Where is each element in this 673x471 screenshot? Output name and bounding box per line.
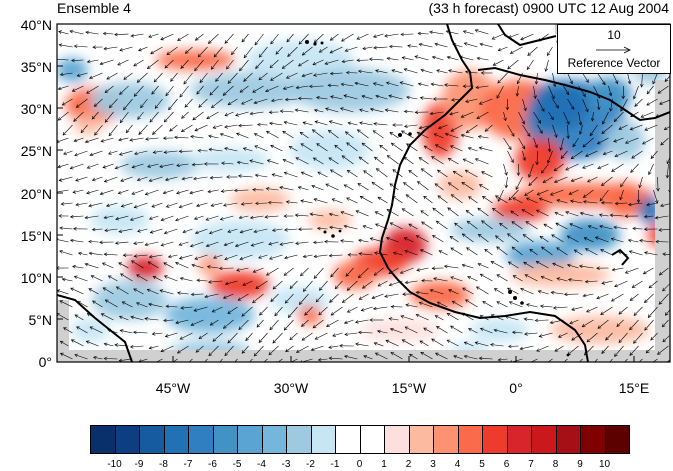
x-tick-label: 0° — [509, 380, 523, 396]
colorbar-label: 9 — [577, 459, 583, 470]
colorbar-cell — [90, 425, 116, 454]
colorbar-cell — [482, 425, 508, 454]
colorbar-cell — [139, 425, 165, 454]
y-tick-label: 20°N — [20, 186, 52, 202]
colorbar-cell — [212, 425, 238, 454]
colorbar-cell — [384, 425, 410, 454]
colorbar-cell — [114, 425, 140, 454]
colorbar-label: -8 — [159, 459, 168, 470]
colorbar-cell — [580, 425, 606, 454]
title-right: (33 h forecast) 0900 UTC 12 Aug 2004 — [428, 0, 669, 16]
x-tick-label: 30°W — [273, 380, 309, 396]
y-tick-label: 5°N — [28, 312, 53, 328]
colorbar-label: -9 — [134, 459, 144, 470]
coastline — [57, 24, 670, 362]
y-tick-label: 10°N — [20, 270, 52, 286]
colorbar-label: -10 — [107, 459, 122, 470]
colorbar-cell — [359, 425, 385, 454]
y-tick-label: 30°N — [20, 101, 52, 117]
colorbar-cell — [163, 425, 189, 454]
colorbar-label: -5 — [232, 459, 242, 470]
wind-vectors — [57, 29, 670, 362]
colorbar-label: 7 — [528, 459, 534, 470]
colorbar-label: -7 — [183, 459, 193, 470]
colorbar-label: 10 — [598, 459, 611, 470]
colorbar-label: -6 — [208, 459, 217, 470]
x-tick-label: 15°E — [618, 380, 650, 396]
colorbar-label: 5 — [479, 459, 485, 470]
colorbar-label: -1 — [330, 459, 340, 470]
colorbar-label: 3 — [430, 459, 436, 470]
colorbar-label: -3 — [281, 459, 291, 470]
colorbar-cell — [408, 425, 434, 454]
colorbar-cell — [433, 425, 459, 454]
y-tick-label: 40°N — [20, 17, 52, 33]
colorbar-cell — [604, 425, 630, 454]
colorbar-label: 0 — [356, 459, 363, 470]
title-left: Ensemble 4 — [57, 0, 131, 16]
colorbar-cell — [335, 425, 361, 454]
y-tick-label: 35°N — [20, 59, 52, 75]
colorbar-label: 6 — [503, 459, 510, 470]
x-tick-label: 15°W — [391, 380, 427, 396]
colorbar-cell — [261, 425, 287, 454]
reference-vector-label: Reference Vector — [567, 56, 661, 70]
colorbar-cell — [531, 425, 557, 454]
colorbar-label: 4 — [454, 459, 461, 470]
islands — [305, 40, 570, 357]
y-tick-label: 25°N — [20, 143, 52, 159]
x-tick-label: 45°W — [155, 380, 191, 396]
colorbar-label: 1 — [381, 459, 387, 470]
colorbar-label: -2 — [306, 459, 315, 470]
colorbar-cell — [237, 425, 263, 454]
axis-ticks — [57, 23, 635, 363]
colorbar-cell — [506, 425, 532, 454]
colorbar-label: 8 — [552, 459, 559, 470]
colorbar-label: 2 — [405, 459, 412, 470]
colorbar-cell — [286, 425, 312, 454]
colorbar-cell — [188, 425, 214, 454]
colorbar-cell — [555, 425, 581, 454]
anomaly-field — [57, 35, 670, 360]
colorbar-label: -4 — [257, 459, 266, 470]
reference-vector-value: 10 — [607, 28, 621, 42]
colorbar-cell — [457, 425, 483, 454]
reference-arrow-icon — [596, 46, 631, 54]
y-tick-label: 0° — [38, 354, 52, 370]
colorbar-cell — [310, 425, 336, 454]
y-tick-label: 15°N — [20, 228, 52, 244]
reference-vector-box: 10 Reference Vector — [557, 24, 671, 74]
